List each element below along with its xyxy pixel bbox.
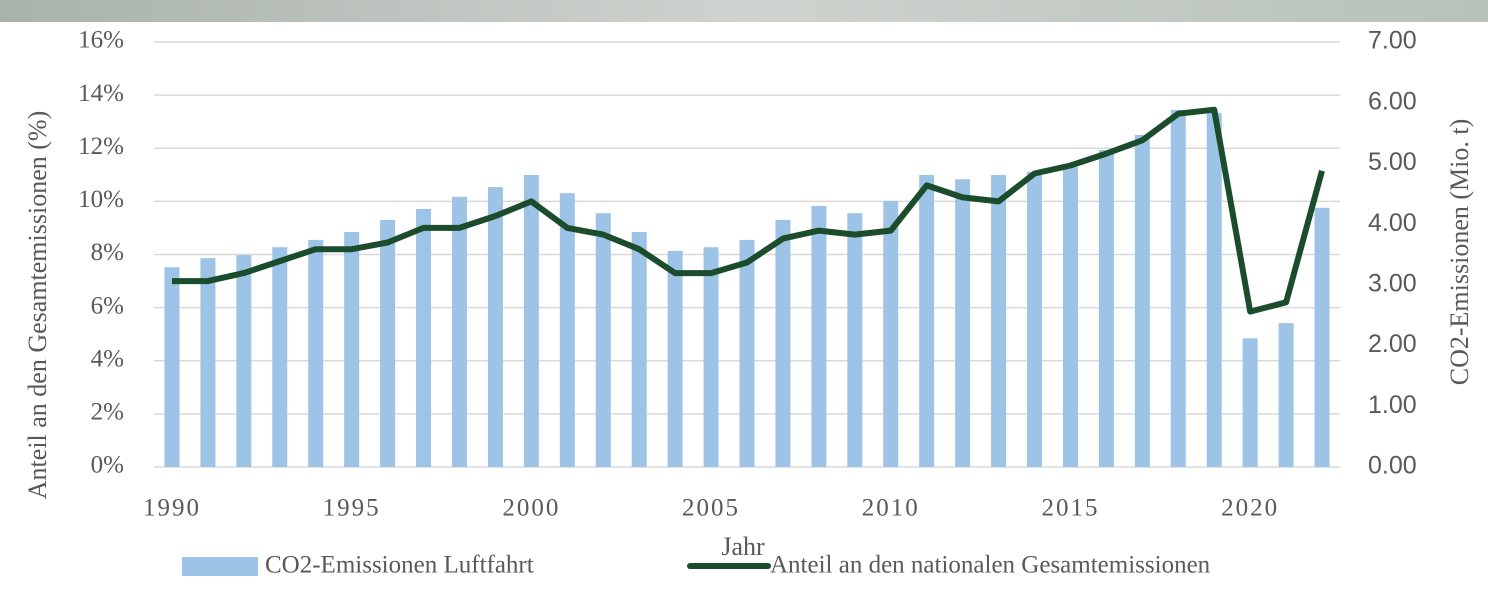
bar	[1206, 113, 1222, 468]
bar	[667, 250, 683, 467]
y-tick-label: 0%	[91, 452, 124, 479]
bar	[308, 239, 324, 467]
bar	[1278, 323, 1294, 467]
x-tick-label: 1990	[143, 495, 201, 522]
bar	[200, 258, 216, 467]
bar	[775, 219, 791, 467]
x-tick-label: 2010	[862, 495, 920, 522]
y-tick-label: 12%	[78, 133, 124, 160]
x-tick-label: 2020	[1221, 495, 1279, 522]
x-tick-label: 2015	[1041, 495, 1099, 522]
legend-label: CO2-Emissionen Luftfahrt	[265, 552, 534, 579]
bar	[631, 232, 647, 467]
bar	[955, 179, 971, 467]
bar	[559, 193, 575, 467]
bar	[703, 247, 719, 467]
bar	[991, 174, 1007, 467]
y2-tick-label: 0.00	[1368, 452, 1417, 480]
bar	[451, 196, 467, 468]
y2-tick-label: 2.00	[1368, 330, 1417, 358]
y2-tick-label: 3.00	[1368, 269, 1417, 297]
y-tick-label: 14%	[78, 80, 124, 107]
bar	[1170, 110, 1186, 467]
bar	[416, 208, 432, 467]
bar	[811, 205, 827, 467]
bar	[487, 187, 503, 467]
bar	[883, 201, 899, 468]
y2-tick-label: 7.00	[1368, 27, 1417, 55]
bar	[1314, 207, 1330, 467]
y-tick-label: 16%	[78, 27, 124, 54]
header-strip	[0, 0, 1488, 22]
bar	[1027, 171, 1043, 467]
bar	[236, 255, 252, 467]
bar	[380, 219, 396, 467]
x-tick-label: 2000	[502, 495, 560, 522]
legend-swatch	[182, 557, 258, 576]
bar	[1242, 338, 1258, 467]
y2-tick-label: 4.00	[1368, 209, 1417, 237]
bar	[1098, 150, 1114, 468]
bar	[344, 232, 360, 467]
bar	[523, 174, 539, 467]
bar	[919, 174, 935, 467]
x-tick-label: 2005	[682, 495, 740, 522]
bar	[1062, 167, 1078, 468]
y2-axis-label: CO2-Emissionen (Mio. t)	[1445, 119, 1474, 386]
bar	[739, 239, 755, 467]
bar	[1134, 134, 1150, 467]
bar	[847, 213, 863, 467]
y-axis-label: Anteil an den Gesamtemissionen (%)	[23, 111, 52, 499]
bar	[272, 247, 288, 467]
legend-label: Anteil an den nationalen Gesamtemissione…	[770, 552, 1211, 579]
y-tick-label: 8%	[91, 239, 124, 266]
y-tick-label: 6%	[91, 292, 124, 319]
bar	[595, 213, 611, 467]
y2-tick-label: 1.00	[1368, 391, 1417, 419]
line	[172, 106, 1325, 315]
x-tick-label: 1995	[323, 495, 381, 522]
y-tick-label: 10%	[78, 186, 124, 213]
x-axis-label: Jahr	[721, 532, 765, 561]
y2-tick-label: 6.00	[1368, 87, 1417, 115]
y-tick-label: 4%	[91, 345, 124, 372]
y2-tick-label: 5.00	[1368, 148, 1417, 176]
bar	[164, 267, 180, 467]
y-tick-label: 2%	[91, 399, 124, 426]
